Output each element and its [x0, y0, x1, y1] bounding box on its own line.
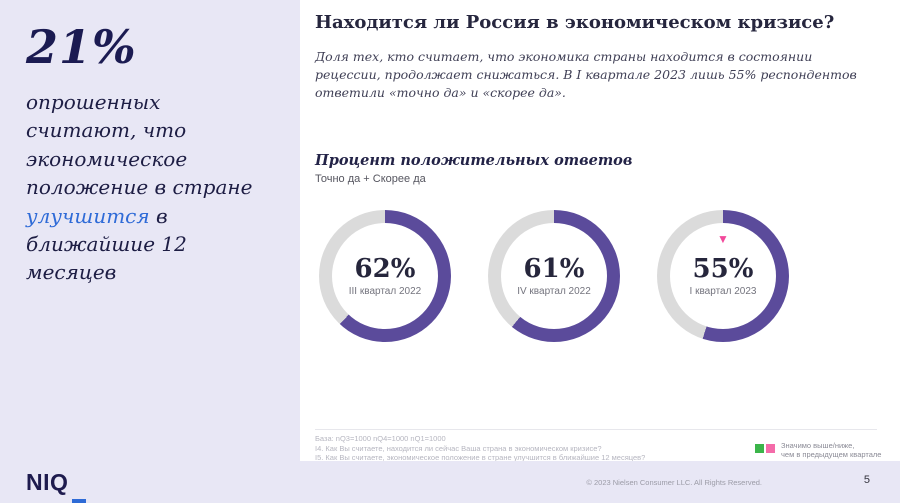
- chart-subtitle: Точно да + Скорее да: [315, 173, 426, 185]
- footnotes-divider: [315, 429, 877, 430]
- stat-text-after: в ближайшие 12 месяцев: [26, 203, 187, 285]
- donut-center: 62% III квартал 2022: [332, 223, 438, 329]
- donut-center: ▼ 55% I квартал 2023: [670, 223, 776, 329]
- footnote-question-2: I5. Как Вы считаете, экономическое полож…: [315, 453, 646, 463]
- progress-tab: [72, 499, 86, 503]
- stat-highlight-word: улучшится: [26, 203, 150, 228]
- lower-swatch-icon: [766, 444, 775, 453]
- donut-label: III квартал 2022: [348, 285, 422, 297]
- legend-line-1: Значимо выше/ниже,: [781, 441, 855, 450]
- stat-text-before: опрошенных считают, что экономическое по…: [26, 90, 253, 200]
- chart-title: Процент положительных ответов: [315, 152, 633, 169]
- donut-q4-2022: 61% IV квартал 2022: [488, 210, 620, 342]
- significance-legend: Значимо выше/ниже, чем в предыдущем квар…: [755, 441, 881, 460]
- legend-line-2: чем в предыдущем квартале: [781, 450, 882, 460]
- page-number: 5: [863, 474, 870, 486]
- stat-value: 21%: [26, 20, 137, 74]
- page-subtitle: Доля тех, кто считает, что экономика стр…: [315, 49, 857, 101]
- footer-bar: NIQ © 2023 Nielsen Consumer LLC. All Rig…: [0, 461, 900, 503]
- donut-q1-2023: ▼ 55% I квартал 2023: [657, 210, 789, 342]
- footnote-question-1: I4. Как Вы считаете, находится ли сейчас…: [315, 443, 602, 453]
- legend-swatches: [755, 444, 775, 453]
- significant-decrease-marker: ▼: [717, 232, 729, 246]
- sidebar-highlight: 21% опрошенных считают, что экономическо…: [0, 0, 300, 503]
- copyright-text: © 2023 Nielsen Consumer LLC. All Rights …: [586, 478, 762, 487]
- donut-value: 62%: [354, 253, 416, 284]
- donut-chart-row: 62% III квартал 2022 61% IV квартал 2022…: [319, 210, 789, 342]
- higher-swatch-icon: [755, 444, 764, 453]
- legend-text: Значимо выше/ниже, чем в предыдущем квар…: [781, 441, 881, 460]
- donut-q3-2022: 62% III квартал 2022: [319, 210, 451, 342]
- stat-description: опрошенных считают, что экономическое по…: [26, 88, 268, 287]
- main-content: Находится ли Россия в экономическом криз…: [315, 0, 885, 463]
- donut-label: I квартал 2023: [689, 285, 757, 297]
- page-title: Находится ли Россия в экономическом криз…: [315, 12, 835, 33]
- donut-label: IV квартал 2022: [517, 285, 591, 297]
- footnote-base: База: nQ3=1000 nQ4=1000 nQ1=1000: [315, 434, 446, 443]
- niq-logo: NIQ: [26, 469, 69, 495]
- donut-value: 61%: [523, 253, 585, 284]
- donut-center: 61% IV квартал 2022: [501, 223, 607, 329]
- donut-value: 55%: [692, 253, 754, 284]
- footnotes: База: nQ3=1000 nQ4=1000 nQ1=1000 I4. Как…: [315, 434, 645, 463]
